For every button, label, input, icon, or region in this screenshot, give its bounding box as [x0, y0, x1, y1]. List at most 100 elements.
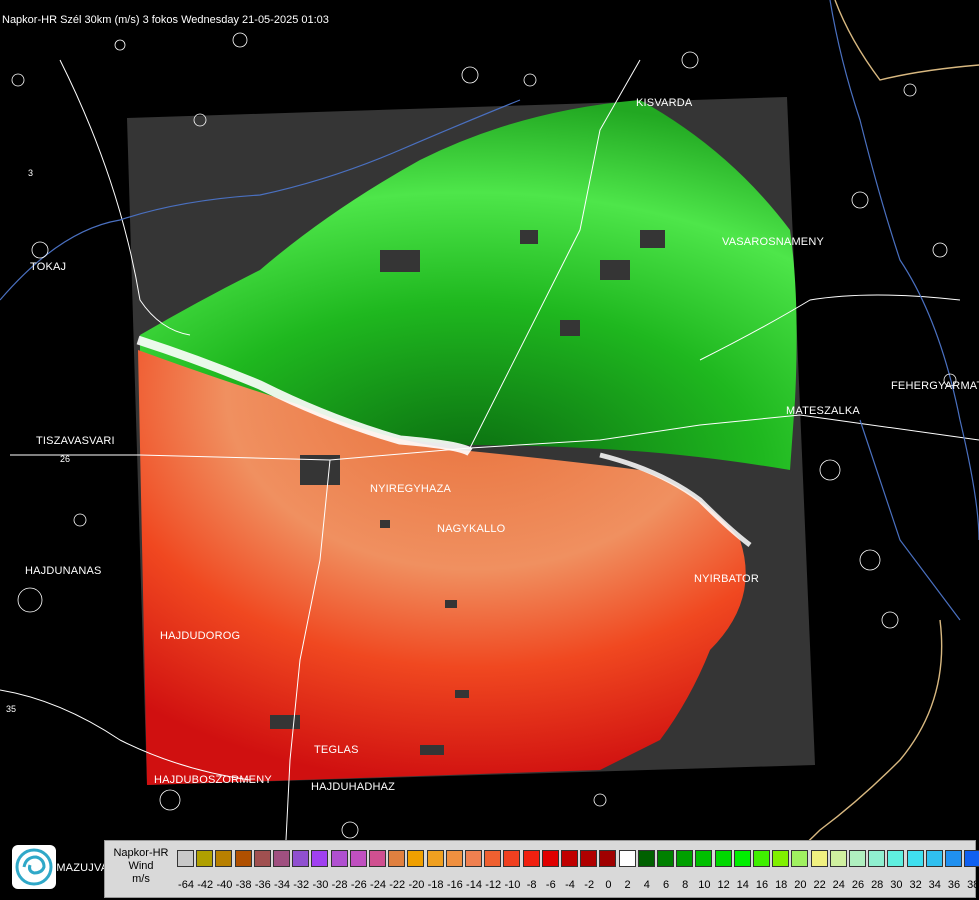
- legend-swatch: [733, 850, 751, 867]
- legend-tick-label: -12: [485, 879, 502, 891]
- legend-swatch: [388, 850, 406, 867]
- zero-velocity-band: [136, 335, 473, 456]
- legend-tick-label: 38: [967, 879, 979, 891]
- map-title: Napkor-HR Szél 30km (m/s) 3 fokos Wednes…: [2, 14, 329, 26]
- legend-swatch: [772, 850, 790, 867]
- legend-swatch: [580, 850, 598, 867]
- legend-swatch: [618, 850, 636, 867]
- echo-gaps: [270, 230, 665, 755]
- green-echo-area: [140, 100, 797, 470]
- legend-tick-label: -26: [350, 879, 367, 891]
- legend-tick-label: 2: [624, 879, 631, 891]
- legend-swatch: [445, 850, 463, 867]
- legend-quantity: Wind: [128, 860, 154, 872]
- legend-swatch: [196, 850, 214, 867]
- legend-tick-label: 0: [605, 879, 612, 891]
- legend-swatch: [369, 850, 386, 867]
- legend-tick-label: -14: [466, 879, 482, 891]
- legend-tick-label: -10: [504, 879, 521, 891]
- legend-swatch: [868, 850, 886, 867]
- city-label: HAJDUBOSZORMENY: [154, 774, 272, 786]
- legend-tick-label: 12: [717, 879, 730, 891]
- legend-tick-label: -40: [216, 879, 233, 891]
- legend-swatch: [945, 850, 962, 867]
- legend-tick-label: -4: [565, 879, 575, 891]
- legend-swatch: [695, 850, 713, 867]
- legend-tick-label: -20: [408, 879, 425, 891]
- legend-swatch: [541, 850, 559, 867]
- legend-swatch: [829, 850, 847, 867]
- legend-swatch: [714, 850, 732, 867]
- city-label: TOKAJ: [30, 261, 67, 273]
- legend-swatch: [311, 850, 329, 867]
- legend-swatch: [177, 850, 194, 867]
- legend-tick-label: 26: [851, 879, 865, 891]
- city-label: TISZAVASVARI: [36, 435, 115, 447]
- legend-swatch: [234, 850, 252, 867]
- legend-swatch: [791, 850, 809, 867]
- legend-tick-label: -36: [254, 879, 271, 891]
- legend-tick-label: 30: [890, 879, 903, 891]
- legend-swatch: [273, 850, 290, 867]
- legend-tick-label: -24: [370, 879, 386, 891]
- road-label: 3: [28, 168, 33, 178]
- legend-tick-label: 18: [775, 879, 788, 891]
- legend-swatch: [887, 850, 905, 867]
- legend-swatch: [484, 850, 502, 867]
- legend-swatch: [330, 850, 348, 867]
- legend-tick-label: 8: [682, 879, 689, 891]
- legend-tick-label: 6: [662, 879, 670, 891]
- legend-product: Napkor-HR: [113, 847, 169, 859]
- legend-swatch: [426, 850, 444, 867]
- legend-swatch: [349, 850, 367, 867]
- legend-tick-label: 32: [909, 879, 922, 891]
- legend-tick-label: 10: [698, 879, 711, 891]
- legend-swatch: [561, 850, 578, 867]
- city-label: HAJDUDOROG: [160, 630, 241, 642]
- legend-tick-label: -30: [312, 879, 329, 891]
- legend-tick-label: 16: [755, 879, 769, 891]
- legend-swatch: [503, 850, 521, 867]
- legend-tick-label: 28: [871, 879, 884, 891]
- legend-tick-label: 20: [794, 879, 807, 891]
- legend-swatch: [925, 850, 943, 867]
- city-label: NYIREGYHAZA: [370, 483, 452, 495]
- legend-tick-label: 24: [832, 879, 845, 891]
- legend-swatch: [215, 850, 233, 867]
- legend-unit: m/s: [132, 873, 150, 885]
- legend-tick-label: -64: [178, 879, 194, 891]
- legend-tick-label: -42: [197, 879, 214, 891]
- city-label: HAJDUHADHAZ: [311, 781, 396, 793]
- legend-tick-label: -22: [389, 879, 406, 891]
- legend-swatch: [253, 850, 271, 867]
- legend-tick-label: 36: [947, 879, 961, 891]
- city-label: NYIRBATOR: [694, 573, 759, 585]
- legend-tick-label: -2: [584, 879, 595, 891]
- legend-swatch: [964, 850, 979, 867]
- legend-swatch: [292, 850, 310, 867]
- city-label: FEHERGYARMAT: [891, 380, 979, 392]
- legend-swatch: [849, 850, 866, 867]
- legend-tick-label: -18: [427, 879, 444, 891]
- roads: [0, 59, 979, 861]
- legend-swatch: [522, 850, 540, 867]
- legend-tick-label: -6: [545, 879, 556, 891]
- legend-tick-label: -38: [235, 879, 252, 891]
- legend-swatch: [465, 850, 482, 867]
- legend-swatch: [906, 850, 924, 867]
- legend-swatch: [599, 850, 617, 867]
- rivers: [0, 0, 979, 621]
- legend-swatch: [637, 850, 655, 867]
- legend-swatch: [810, 850, 828, 867]
- legend-tick-label: -28: [331, 879, 348, 891]
- city-label: LMAZUJVAR: [50, 862, 117, 874]
- color-legend: Napkor-HR Wind m/s -64 -42 -40 -38 -36 -34 -32…: [104, 840, 979, 898]
- legend-tick-label: -32: [293, 879, 310, 891]
- legend-tick-label: -16: [446, 879, 463, 891]
- legend-tick-label: 14: [736, 879, 749, 891]
- legend-swatch: [407, 850, 425, 867]
- city-label: VASAROSNAMENY: [722, 236, 825, 248]
- city-label: MATESZALKA: [786, 405, 860, 417]
- city-label: NAGYKALLO: [437, 523, 506, 535]
- legend-swatch: [753, 850, 770, 867]
